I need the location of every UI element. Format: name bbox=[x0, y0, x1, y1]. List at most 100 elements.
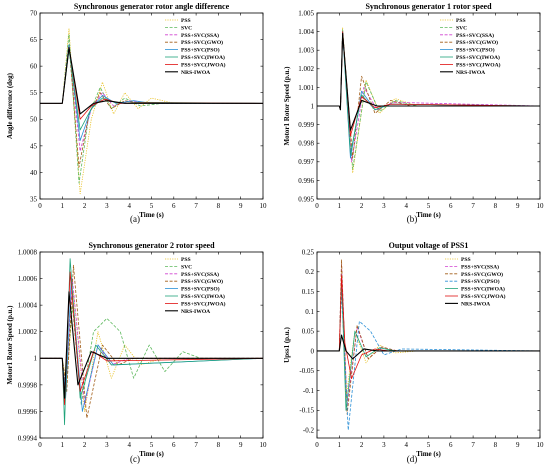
y-tick-label: 0.9996 bbox=[18, 408, 38, 416]
legend-entry: PSS+SVC(PSO) bbox=[181, 286, 220, 293]
series-line-pss-svc-iwoa- bbox=[317, 279, 540, 411]
x-tick-label: 8 bbox=[494, 202, 498, 210]
y-axis-label: Motor1 Rotor Speed (p.u.) bbox=[283, 66, 291, 146]
y-tick-label: 55 bbox=[30, 89, 38, 97]
plot-area bbox=[40, 258, 263, 426]
x-tick-label: 5 bbox=[150, 202, 154, 210]
plot-frame bbox=[316, 12, 541, 200]
x-tick-label: 3 bbox=[382, 202, 386, 210]
x-tick-label: 8 bbox=[494, 441, 498, 449]
y-tick-label: 0 bbox=[311, 347, 315, 355]
y-tick-label: 1.0008 bbox=[18, 248, 38, 256]
y-axis-label: Motor1 Rotor Speed (p.u.) bbox=[6, 305, 14, 385]
x-tick-label: 7 bbox=[471, 202, 475, 210]
x-tick-label: 8 bbox=[217, 202, 221, 210]
x-axis-label: Time (s) bbox=[139, 211, 164, 219]
series-line-pss-svc-pso- bbox=[40, 278, 263, 412]
y-tick-label: 1 bbox=[34, 355, 38, 363]
series-line-nrs-iwoa bbox=[317, 32, 540, 131]
series-line-svc bbox=[40, 33, 263, 184]
x-tick-label: 0 bbox=[315, 441, 319, 449]
y-tick-label: 1.005 bbox=[298, 9, 314, 17]
chart-title: Synchronous generator 2 rotor speed bbox=[88, 241, 215, 250]
y-tick-label: 45 bbox=[30, 142, 38, 150]
legend: PSSSVCPSS+SVC(SSA)PSS+SVC(GWO)PSS+SVC(PS… bbox=[165, 257, 226, 315]
y-tick-label: 0.25 bbox=[302, 248, 315, 256]
x-tick-label: 1 bbox=[61, 202, 65, 210]
y-axis-label: Upss1 (p.u.) bbox=[283, 327, 291, 363]
y-tick-label: -0.15 bbox=[299, 407, 314, 415]
y-tick-label: 0.9998 bbox=[18, 381, 38, 389]
legend-entry: PSS+SVC(IWOA) bbox=[456, 54, 500, 61]
x-tick-label: 6 bbox=[449, 202, 453, 210]
series-line-pss-svc-jwoa- bbox=[317, 275, 540, 380]
series-line-pss-svc-pso- bbox=[317, 291, 540, 431]
x-tick-label: 9 bbox=[516, 202, 520, 210]
plot-area bbox=[317, 259, 540, 431]
x-tick-label: 10 bbox=[537, 441, 545, 449]
series-line-svc bbox=[40, 304, 263, 406]
y-tick-label: 0.05 bbox=[302, 328, 315, 336]
x-tick-label: 5 bbox=[150, 441, 154, 449]
x-tick-label: 10 bbox=[260, 441, 268, 449]
x-tick-label: 0 bbox=[38, 441, 42, 449]
legend-entry: PSS bbox=[181, 18, 191, 24]
x-tick-label: 6 bbox=[172, 441, 176, 449]
y-tick-label: 0.2 bbox=[305, 268, 314, 276]
series-line-pss-svc-jwoa- bbox=[317, 31, 540, 137]
series-line-pss bbox=[317, 271, 540, 399]
plot-frame bbox=[316, 251, 541, 439]
legend-entry: PSS bbox=[456, 18, 466, 24]
legend-entry: PSS+SVC(PSO) bbox=[461, 278, 500, 285]
x-tick-label: 2 bbox=[83, 441, 87, 449]
panel-label: (c) bbox=[130, 454, 140, 464]
x-tick-label: 3 bbox=[105, 202, 109, 210]
plot-frame bbox=[39, 251, 264, 439]
y-tick-label: 70 bbox=[30, 9, 38, 17]
legend-entry: NRS-IWOA bbox=[181, 70, 210, 76]
series-line-pss bbox=[40, 291, 263, 412]
x-tick-label: 4 bbox=[404, 441, 408, 449]
legend-entry: PSS+SVC(IWOA) bbox=[181, 293, 225, 300]
legend-entry: PSS+SVC(SSA) bbox=[181, 271, 219, 278]
plot-frame bbox=[39, 12, 264, 200]
plot-area bbox=[40, 28, 263, 195]
y-tick-label: 1.0006 bbox=[18, 275, 38, 283]
x-tick-label: 9 bbox=[516, 441, 520, 449]
x-tick-label: 10 bbox=[537, 202, 545, 210]
legend-entry: SVC bbox=[181, 264, 192, 270]
y-tick-label: 1.004 bbox=[298, 28, 314, 36]
y-tick-label: 0.997 bbox=[298, 158, 314, 166]
chart-title: Synchronous generator rotor angle differ… bbox=[74, 2, 230, 11]
y-tick-label: 0.995 bbox=[298, 195, 314, 203]
x-tick-label: 4 bbox=[127, 202, 131, 210]
y-tick-label: 1.0004 bbox=[18, 302, 38, 310]
x-tick-label: 2 bbox=[360, 441, 364, 449]
y-tick-label: 40 bbox=[30, 169, 38, 177]
chart-panel-c: Synchronous generator 2 rotor speed 0 1 2 3 4… bbox=[6, 241, 267, 464]
x-tick-label: 5 bbox=[427, 202, 431, 210]
legend-entry: PSS+SVC(JWOA) bbox=[456, 61, 501, 68]
legend: PSSSVCPSS+SVC(SSA)PSS+SVC(GWO)PSS+SVC(PS… bbox=[440, 18, 501, 76]
x-tick-label: 0 bbox=[38, 202, 42, 210]
legend-entry: PSS+SVC(PSO) bbox=[181, 47, 220, 54]
legend-entry: PSS+SVC(SSA) bbox=[461, 263, 499, 270]
legend-entry: PSS+SVC(JWOA) bbox=[181, 300, 226, 307]
panel-label: (a) bbox=[130, 214, 140, 224]
legend: PSSSVCPSS+SVC(SSA)PSS+SVC(GWO)PSS+SVC(PS… bbox=[165, 18, 226, 76]
legend-entry: PSS bbox=[181, 257, 191, 263]
y-tick-label: -0.2 bbox=[303, 426, 315, 434]
x-tick-label: 8 bbox=[217, 441, 221, 449]
x-axis-label: Time (s) bbox=[416, 450, 441, 458]
x-tick-label: 1 bbox=[338, 441, 342, 449]
legend-entry: PSS+SVC(IWOA) bbox=[181, 54, 225, 61]
y-tick-label: -0.1 bbox=[303, 387, 315, 395]
series-line-pss bbox=[40, 28, 263, 195]
y-tick-label: 50 bbox=[30, 116, 38, 124]
panel-label: (d) bbox=[407, 454, 418, 464]
y-tick-label: 35 bbox=[30, 195, 38, 203]
plot-area bbox=[317, 27, 540, 174]
legend: PSSPSS+SVC(SSA)PSS+SVC(GWO)PSS+SVC(PSO)P… bbox=[445, 257, 506, 307]
legend-entry: PSS+SVC(GWO) bbox=[181, 39, 223, 46]
legend-entry: PSS+SVC(GWO) bbox=[181, 278, 223, 285]
